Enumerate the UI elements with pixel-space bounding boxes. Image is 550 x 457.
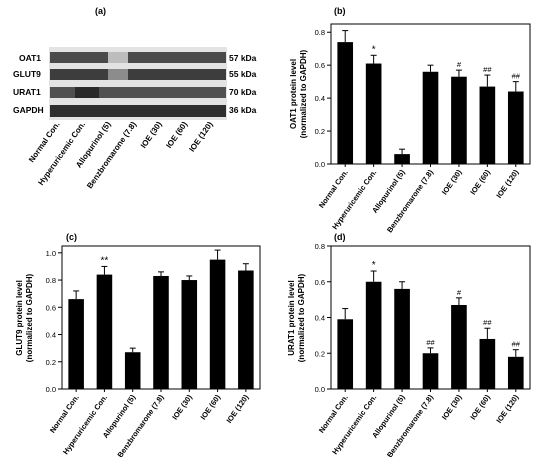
y-tick-label: 0.0 <box>46 385 56 394</box>
bar-benzbromarone-7-8 <box>422 353 439 389</box>
significance-marker: ## <box>426 338 435 347</box>
significance-marker: ## <box>512 72 521 81</box>
significance-marker: # <box>457 60 462 69</box>
chart-panel-d-urat1: (d) 0.0 0.2 0.4 0.6 0.8 URAT1 protein level (no… <box>287 232 531 457</box>
y-tick-label: 0.2 <box>46 358 56 367</box>
significance-marker: ## <box>483 318 492 327</box>
x-tick-label-ioe-60: IOE (60) <box>468 168 492 197</box>
significance-marker: # <box>457 288 462 297</box>
western-blot-panel: (a) OAT1 GLUT9 URAT1 GAPDH 57 kDa 55 kDa… <box>13 6 257 190</box>
y-tick-label: 0.0 <box>315 385 325 394</box>
y-tick-label: 0.0 <box>315 160 325 169</box>
y-tick-label: 0.8 <box>315 28 325 37</box>
panel-label-b: (b) <box>334 6 346 16</box>
blot-row-label-oat1: OAT1 <box>19 53 41 63</box>
y-tick-label: 0.8 <box>315 242 325 251</box>
y-tick-label: 0.6 <box>315 61 325 70</box>
blot-row-label-glut9: GLUT9 <box>13 69 41 79</box>
y-axis-label: OAT1 protein level <box>289 59 298 129</box>
y-tick-label: 0.4 <box>315 94 325 103</box>
x-tick-label-ioe-120: IOE (120) <box>494 393 520 425</box>
y-axis-label: URAT1 protein level <box>287 280 296 355</box>
significance-marker: ** <box>101 255 109 266</box>
blot-band-faint-glut9-allopurinol <box>108 69 128 80</box>
bar-ioe-60 <box>479 338 496 389</box>
y-tick-label: 0.2 <box>315 127 325 136</box>
bar-ioe-120 <box>238 270 254 389</box>
bar-ioe-30 <box>181 280 198 389</box>
bar-normal-con <box>337 319 354 389</box>
panel-label-d: (d) <box>334 232 346 242</box>
bar-hyperuricemic-con <box>365 281 382 389</box>
blot-lane-label-ioe-60: IOE (60) <box>164 120 189 150</box>
blot-band-gapdh <box>50 105 226 117</box>
blot-size-glut9: 55 kDa <box>229 69 257 79</box>
x-tick-label-ioe-120: IOE (120) <box>494 168 520 200</box>
panel-label-a: (a) <box>95 6 106 16</box>
bar-ioe-30 <box>451 76 467 164</box>
y-tick-label: 0.8 <box>46 276 56 285</box>
x-tick-label-ioe-30: IOE (30) <box>440 393 464 422</box>
blot-image <box>49 47 227 120</box>
chart-panel-b-oat1: (b) 0.0 0.2 0.4 0.6 0.8 OAT1 protein level (nor… <box>289 6 531 234</box>
bar-benzbromarone-7-8 <box>153 275 169 389</box>
x-tick-label-ioe-120: IOE (120) <box>224 393 250 425</box>
significance-marker: * <box>372 44 376 55</box>
blot-size-urat1: 70 kDa <box>229 87 257 97</box>
blot-band-strong-urat1-hyperuricemic <box>75 87 99 98</box>
blot-lane-label-benzbromarone-7-8: Benzbromarone (7.8) <box>85 120 138 191</box>
blot-row-label-gapdh: GAPDH <box>13 105 44 115</box>
blot-band-glut9 <box>50 69 226 80</box>
x-tick-label-ioe-60: IOE (60) <box>468 393 492 422</box>
bar-allopurinol-5 <box>124 352 141 389</box>
bar-allopurinol-5 <box>394 288 410 389</box>
significance-marker: * <box>372 260 376 271</box>
bar-ioe-30 <box>451 304 467 389</box>
blot-lane-labels: Normal Con.Hyperuricemic Con.Allopurinol… <box>27 120 215 191</box>
bar-benzbromarone-7-8 <box>422 71 439 164</box>
x-tick-label-ioe-60: IOE (60) <box>199 393 223 422</box>
significance-marker: ## <box>483 65 492 74</box>
bar-ioe-120 <box>507 356 524 389</box>
bar-hyperuricemic-con <box>96 274 113 389</box>
blot-lane-label-ioe-30: IOE (30) <box>139 120 164 150</box>
blot-size-oat1: 57 kDa <box>229 53 257 63</box>
bar-hyperuricemic-con <box>365 63 382 164</box>
y-tick-label: 0.4 <box>46 331 56 340</box>
bar-ioe-60 <box>479 86 496 164</box>
y-tick-label: 0.4 <box>315 314 325 323</box>
bar-ioe-60 <box>209 259 226 389</box>
y-tick-label: 0.6 <box>46 303 56 312</box>
y-axis-label: GLUT9 protein level <box>15 280 24 356</box>
blot-lane-label-hyperuricemic-con: Hyperuricemic Con. <box>36 120 87 187</box>
y-tick-label: 0.6 <box>315 278 325 287</box>
y-axis-label: (normalized to GAPDH) <box>297 273 306 362</box>
blot-size-gapdh: 36 kDa <box>229 105 257 115</box>
x-tick-label-ioe-30: IOE (30) <box>440 168 464 197</box>
bar-normal-con <box>337 42 354 164</box>
significance-marker: ## <box>512 340 521 349</box>
chart-panel-c-glut9: (c) 0.0 0.2 0.4 0.6 0.8 1.0 GLUT9 protein level… <box>15 232 261 457</box>
x-tick-label-ioe-30: IOE (30) <box>170 393 194 422</box>
bar-allopurinol-5 <box>394 154 410 164</box>
panel-label-c: (c) <box>66 232 77 242</box>
blot-band-urat1 <box>50 87 226 98</box>
blot-lane-label-ioe-120: IOE (120) <box>187 120 214 154</box>
y-axis-label: (normalized to GAPDH) <box>299 49 308 138</box>
y-tick-label: 1.0 <box>46 249 56 258</box>
blot-band-oat1 <box>50 52 226 63</box>
bar-normal-con <box>68 299 84 389</box>
blot-row-label-urat1: URAT1 <box>13 87 41 97</box>
y-tick-label: 0.2 <box>315 349 325 358</box>
y-axis-label: (normalized to GAPDH) <box>25 273 34 362</box>
bar-ioe-120 <box>507 91 524 164</box>
blot-band-faint-allopurinol <box>108 52 128 63</box>
